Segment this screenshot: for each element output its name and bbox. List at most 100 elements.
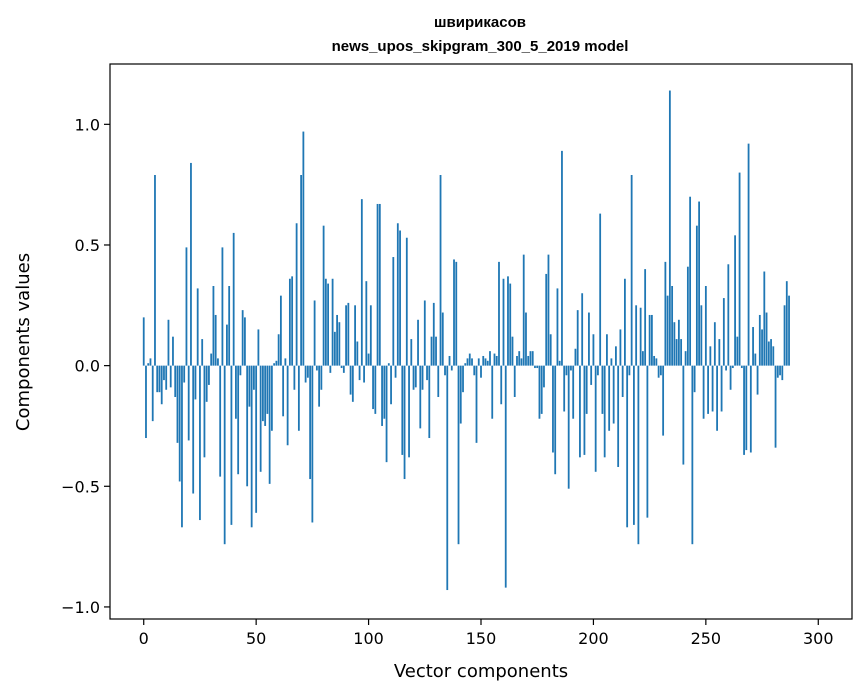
bar-25 <box>199 365 201 521</box>
bar-3 <box>149 358 152 366</box>
bar-125 <box>423 300 426 366</box>
bar-44 <box>241 310 244 366</box>
bar-101 <box>369 305 372 366</box>
bar-178 <box>543 365 545 388</box>
bar-64 <box>286 365 289 446</box>
bar-195 <box>581 293 584 366</box>
bar-78 <box>318 365 321 407</box>
bar-132 <box>439 175 442 366</box>
bar-147 <box>473 365 476 376</box>
bar-104 <box>376 203 379 366</box>
chart-title-line-2: news_upos_skipgram_300_5_2019 model <box>332 38 629 55</box>
y-tick-label: 0.0 <box>75 357 100 376</box>
bar-9 <box>163 365 165 381</box>
bar-148 <box>475 365 478 443</box>
bar-203 <box>599 213 602 366</box>
x-tick-label: 100 <box>353 629 384 648</box>
bar-95 <box>356 341 359 366</box>
bar-69 <box>297 365 300 431</box>
bar-7 <box>158 365 161 393</box>
bar-224 <box>646 365 649 518</box>
bar-163 <box>509 283 512 366</box>
bar-43 <box>239 365 242 376</box>
bar-205 <box>603 365 606 458</box>
bar-242 <box>686 266 689 366</box>
bar-211 <box>617 365 620 467</box>
bar-0 <box>142 317 145 366</box>
x-tick-label: 50 <box>246 629 266 648</box>
bar-257 <box>720 365 723 412</box>
bar-165 <box>513 365 516 397</box>
bar-96 <box>358 365 361 381</box>
bar-38 <box>228 286 231 366</box>
bar-268 <box>745 365 748 451</box>
bar-172 <box>529 351 532 366</box>
bar-23 <box>194 365 197 400</box>
bar-116 <box>403 365 406 480</box>
bar-182 <box>552 365 554 453</box>
bar-46 <box>246 365 249 487</box>
x-tick-label: 200 <box>578 629 609 648</box>
bar-208 <box>610 358 613 366</box>
bar-261 <box>729 365 732 390</box>
bar-83 <box>329 365 332 373</box>
bar-217 <box>630 175 633 366</box>
bar-60 <box>277 334 280 366</box>
bar-255 <box>716 365 718 431</box>
bar-230 <box>659 365 662 376</box>
bar-5 <box>154 175 156 366</box>
bar-80 <box>322 225 325 366</box>
bar-92 <box>349 365 352 395</box>
bar-238 <box>677 319 680 366</box>
bar-107 <box>383 365 386 419</box>
bar-75 <box>311 365 314 523</box>
bar-142 <box>462 365 464 393</box>
bar-196 <box>583 365 586 455</box>
bar-123 <box>419 365 422 429</box>
bar-47 <box>248 365 251 407</box>
bar-105 <box>378 203 381 366</box>
y-tick-label: 0.5 <box>75 236 100 255</box>
bar-28 <box>205 365 208 402</box>
bar-137 <box>450 365 453 371</box>
bar-233 <box>666 295 669 366</box>
bar-284 <box>781 365 784 381</box>
bar-185 <box>558 360 561 366</box>
bar-30 <box>210 353 213 366</box>
bar-287 <box>788 295 790 366</box>
bar-220 <box>637 365 640 545</box>
bar-186 <box>561 150 563 366</box>
bar-1 <box>145 365 147 439</box>
bar-154 <box>489 351 491 366</box>
bar-250 <box>704 286 707 366</box>
bar-61 <box>279 295 282 366</box>
bar-193 <box>576 310 579 366</box>
bar-266 <box>740 365 743 369</box>
bar-89 <box>342 365 345 373</box>
bar-76 <box>313 300 316 366</box>
x-tick-label: 150 <box>466 629 497 648</box>
bar-29 <box>208 365 210 385</box>
bar-111 <box>392 257 395 366</box>
y-tick-label: 1.0 <box>75 115 100 134</box>
bar-36 <box>223 365 226 545</box>
bar-254 <box>713 322 716 366</box>
bar-85 <box>333 331 336 366</box>
bar-277 <box>765 312 768 366</box>
bar-229 <box>657 365 660 378</box>
bar-248 <box>700 305 703 366</box>
bar-271 <box>752 327 754 366</box>
bar-210 <box>615 346 617 366</box>
bar-145 <box>468 353 471 366</box>
bar-121 <box>414 365 417 388</box>
bar-260 <box>727 264 730 366</box>
bar-216 <box>628 365 631 376</box>
bar-281 <box>774 365 777 448</box>
bar-40 <box>232 232 235 366</box>
bar-177 <box>540 365 543 414</box>
bar-71 <box>302 131 305 366</box>
bar-219 <box>635 305 638 366</box>
bar-156 <box>493 353 496 366</box>
bar-70 <box>300 175 303 366</box>
bar-283 <box>779 365 781 376</box>
